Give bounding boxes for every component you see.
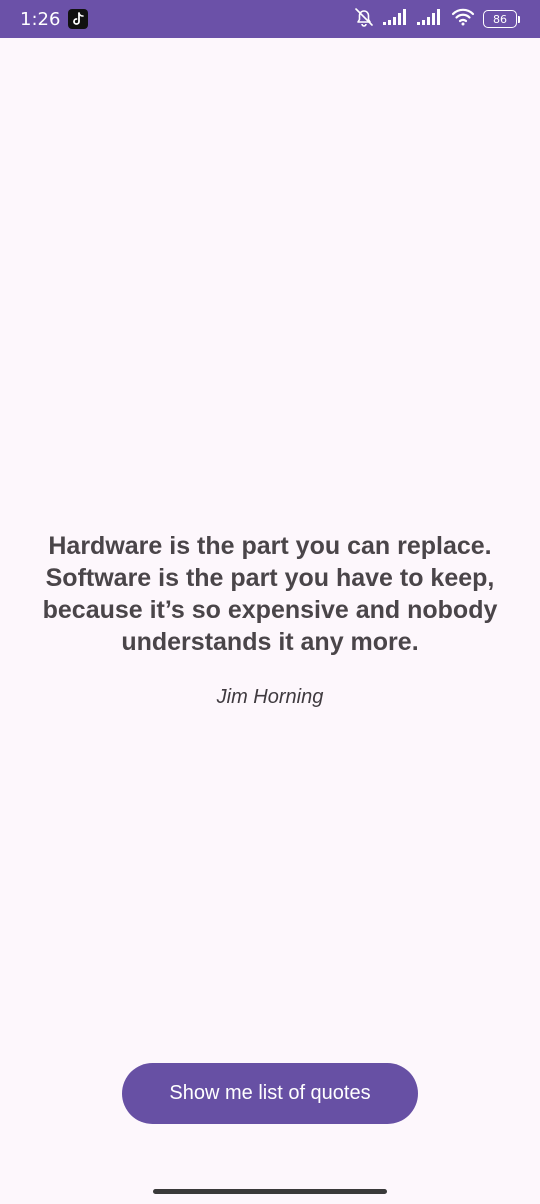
battery-level: 86 [483,10,517,28]
signal-icon [417,8,443,31]
battery-icon: 86 [483,10,520,28]
gesture-nav-handle[interactable] [153,1189,387,1194]
status-right: 86 [353,6,520,33]
status-left: 1:26 [20,8,89,30]
bell-off-icon [353,6,375,33]
signal-icon [383,8,409,31]
show-quotes-list-button[interactable]: Show me list of quotes [122,1063,418,1124]
wifi-icon [451,8,475,31]
quote-card: Hardware is the part you can replace. So… [40,530,500,709]
quote-text: Hardware is the part you can replace. So… [42,532,498,656]
battery-tip [518,15,520,23]
status-bar: 1:26 [0,0,540,38]
status-time: 1:26 [20,8,61,30]
tiktok-icon [68,9,89,29]
quote-author: Jim Horning [216,686,324,708]
